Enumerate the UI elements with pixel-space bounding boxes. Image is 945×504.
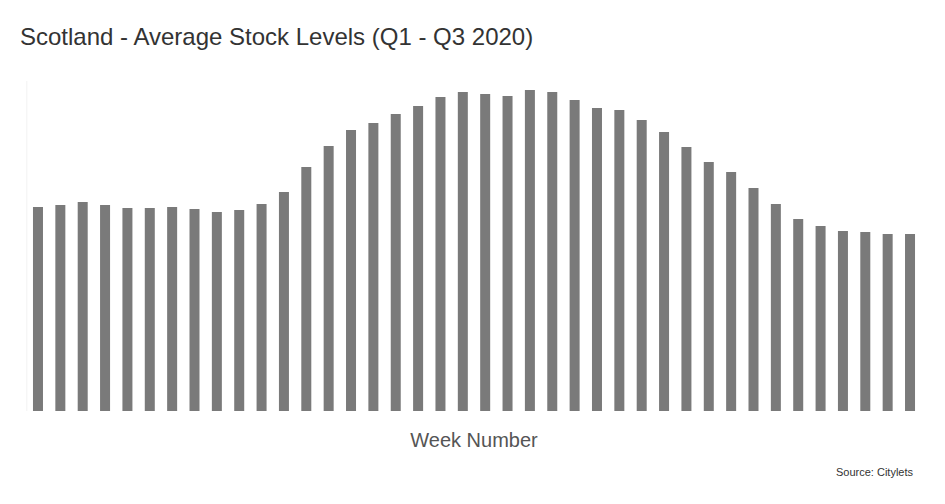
bar [525,90,535,411]
bar [458,92,468,411]
source-note: Source: Citylets [836,466,914,478]
bar [301,167,311,411]
bar [771,204,781,411]
bar [279,192,289,411]
bar [704,162,714,411]
bar [346,130,356,411]
bar [257,204,267,411]
bar [883,234,893,411]
bar [145,208,155,411]
bar [749,188,759,411]
bar [234,210,244,411]
bar [816,226,826,411]
bar [570,100,580,411]
chart-container: Scotland - Average Stock Levels (Q1 - Q3… [0,0,945,504]
y-axis-line [26,81,27,411]
bar [860,232,870,411]
bar [659,132,669,411]
bar [212,212,222,411]
bar [726,172,736,411]
bar [681,147,691,411]
title: Scotland - Average Stock Levels (Q1 - Q3… [20,23,533,50]
bar [190,209,200,411]
bars [33,90,915,411]
bar [324,146,334,411]
x-axis-label: Week Number [410,429,538,451]
bar [100,205,110,411]
chart-svg: Scotland - Average Stock Levels (Q1 - Q3… [0,0,945,504]
bar [122,208,132,411]
bar [614,110,624,411]
bar [413,106,423,411]
bar [435,97,445,411]
bar [55,205,65,411]
bar [33,207,43,411]
bar [368,123,378,411]
bar [637,120,647,411]
bar [838,231,848,411]
bar [793,219,803,411]
bar [547,92,557,411]
bar [167,207,177,411]
bar [503,96,513,411]
bar [905,234,915,411]
bar [78,202,88,411]
bar [592,108,602,411]
bar [391,114,401,411]
bar [480,94,490,411]
